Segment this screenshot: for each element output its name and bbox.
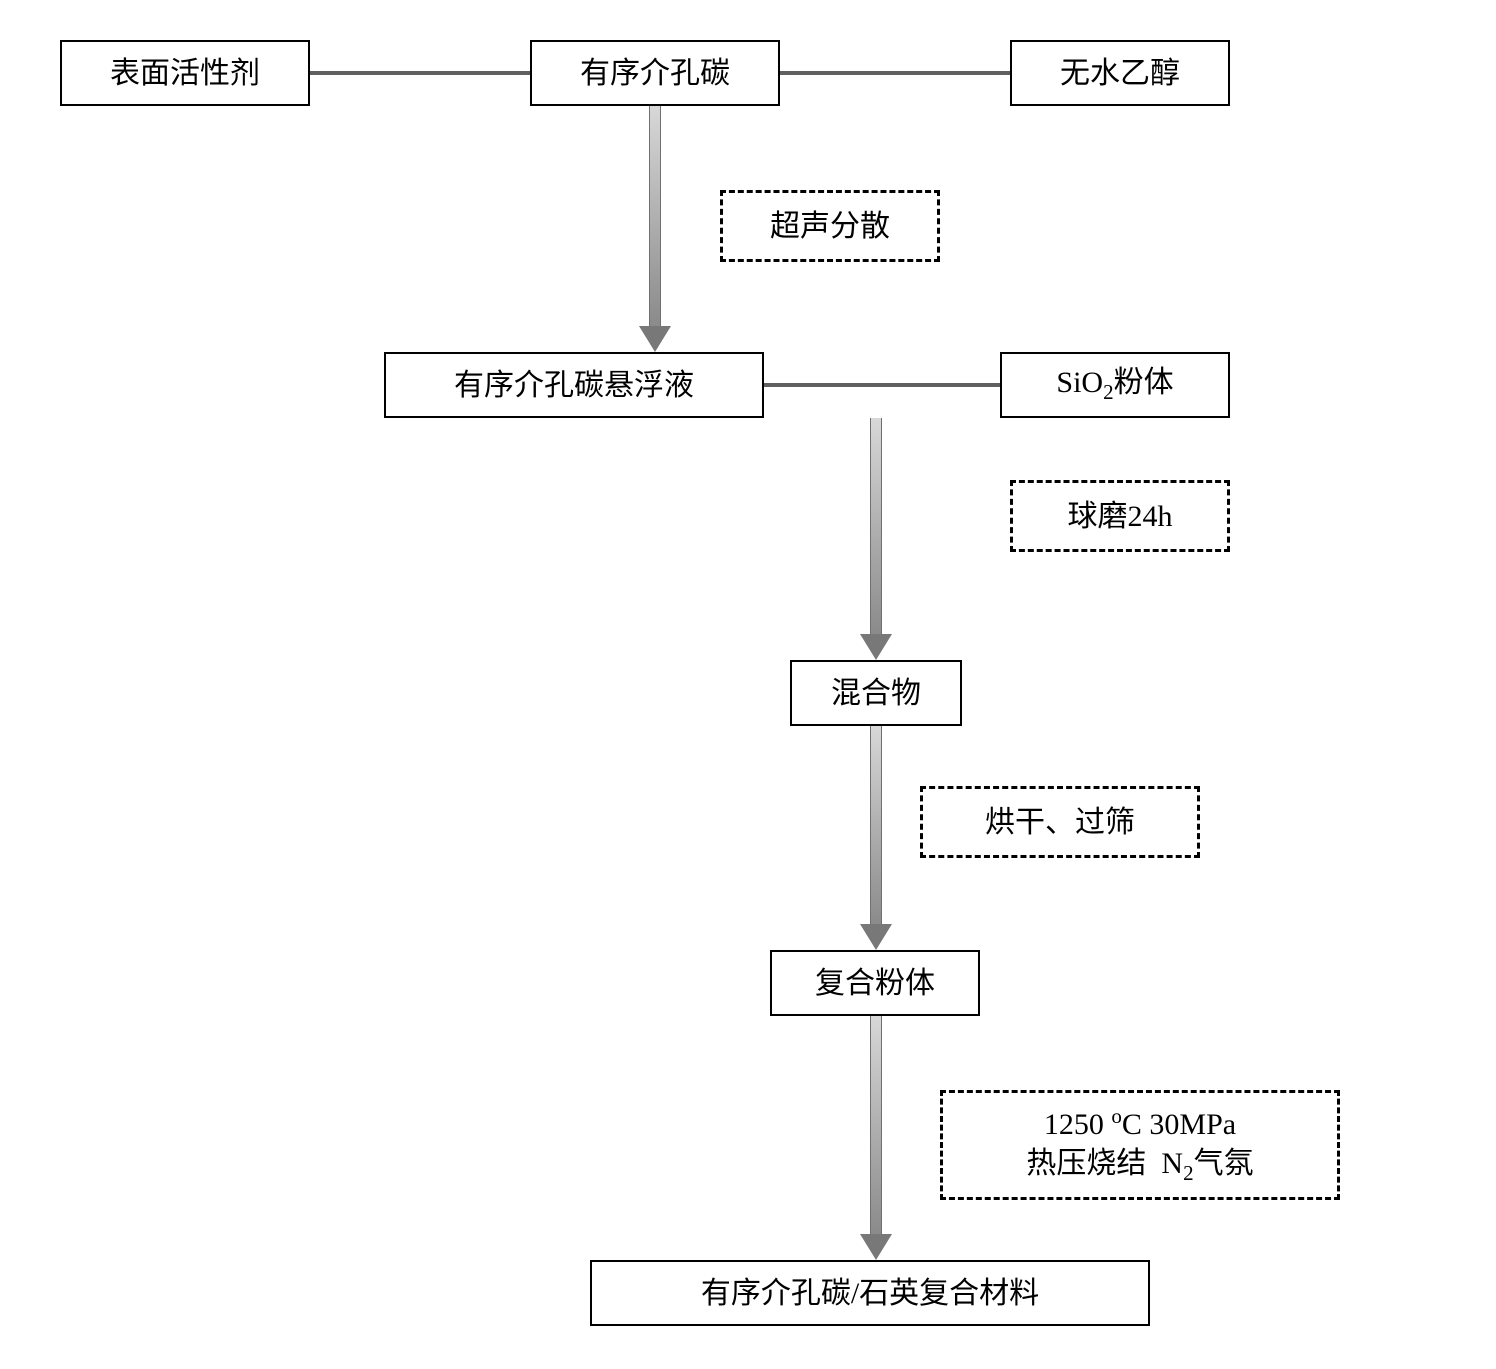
label: 烘干、过筛 bbox=[985, 803, 1135, 842]
arrow-n5-n6-head bbox=[860, 634, 892, 660]
node-ethanol: 无水乙醇 bbox=[1010, 40, 1230, 106]
node-composite-powder: 复合粉体 bbox=[770, 950, 980, 1016]
node-omc-suspension: 有序介孔碳悬浮液 bbox=[384, 352, 764, 418]
label: 有序介孔碳 bbox=[580, 54, 730, 93]
arrow-n2-n4-head bbox=[639, 326, 671, 352]
proc-hot-press: 1250 oC 30MPa热压烧结 N2气氛 bbox=[940, 1090, 1340, 1200]
label: SiO2粉体 bbox=[1056, 363, 1173, 406]
label: 有序介孔碳悬浮液 bbox=[454, 366, 694, 405]
label: 有序介孔碳/石英复合材料 bbox=[701, 1274, 1039, 1313]
label: 1250 oC 30MPa热压烧结 N2气氛 bbox=[1026, 1103, 1253, 1187]
label: 球磨24h bbox=[1068, 497, 1173, 536]
label: 超声分散 bbox=[770, 207, 890, 246]
proc-ballmill: 球磨24h bbox=[1010, 480, 1230, 552]
label: 复合粉体 bbox=[815, 964, 935, 1003]
node-surfactant: 表面活性剂 bbox=[60, 40, 310, 106]
arrow-n6-n7-head bbox=[860, 924, 892, 950]
arrow-n5-n6-shaft bbox=[870, 418, 882, 636]
edge-n2-n3 bbox=[780, 71, 1010, 75]
node-final-composite: 有序介孔碳/石英复合材料 bbox=[590, 1260, 1150, 1326]
arrow-n7-n8-shaft bbox=[870, 1016, 882, 1236]
node-omc: 有序介孔碳 bbox=[530, 40, 780, 106]
arrow-n7-n8-head bbox=[860, 1234, 892, 1260]
arrow-n6-n7-shaft bbox=[870, 726, 882, 926]
edge-n1-n2 bbox=[310, 71, 530, 75]
node-sio2-powder: SiO2粉体 bbox=[1000, 352, 1230, 418]
label: 混合物 bbox=[831, 674, 921, 713]
arrow-n2-n4-shaft bbox=[649, 106, 661, 328]
edge-n4-n5 bbox=[764, 383, 1000, 387]
node-mixture: 混合物 bbox=[790, 660, 962, 726]
label: 无水乙醇 bbox=[1060, 54, 1180, 93]
proc-ultrasonic: 超声分散 bbox=[720, 190, 940, 262]
proc-dry-sieve: 烘干、过筛 bbox=[920, 786, 1200, 858]
label: 表面活性剂 bbox=[110, 54, 260, 93]
